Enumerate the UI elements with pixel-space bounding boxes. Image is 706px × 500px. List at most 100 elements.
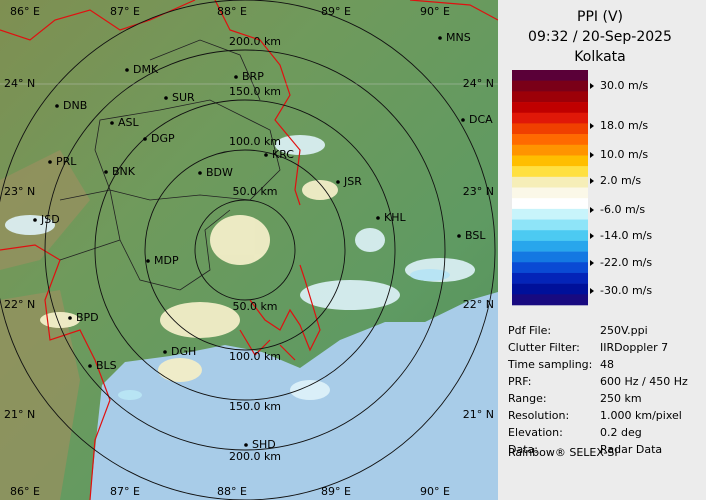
range-ring (0, 0, 496, 500)
info-key: Elevation: (508, 426, 563, 439)
legend-tick (590, 207, 594, 213)
legend-tick (590, 123, 594, 129)
city-label: DNB (63, 99, 87, 112)
city-label: KHL (384, 211, 406, 224)
range-ring (94, 99, 396, 401)
city-marker (48, 160, 52, 164)
city-label: KRC (272, 148, 294, 161)
city-marker (68, 316, 72, 320)
city-marker (110, 121, 114, 125)
legend-label: 30.0 m/s (600, 79, 648, 92)
lon-label: 87° E (110, 5, 140, 18)
city-label: DCA (469, 113, 493, 126)
range-label: 200.0 km (229, 450, 281, 463)
city-label: BRP (242, 70, 264, 83)
range-label: 150.0 km (229, 85, 281, 98)
color-band (512, 208, 588, 220)
legend-tick (590, 288, 594, 294)
city-label: ASL (118, 116, 140, 129)
legend-label: -14.0 m/s (600, 229, 652, 242)
range-rings (0, 0, 498, 500)
range-label: 100.0 km (229, 135, 281, 148)
color-band (512, 251, 588, 263)
info-value: 0.2 deg (600, 426, 642, 439)
city-marker (264, 153, 268, 157)
lon-label: 88° E (217, 485, 247, 498)
map: 86° E 86° E 87° E 87° E 88° E 88° E 89° E 89° E… (0, 0, 498, 500)
color-band (512, 123, 588, 135)
city-marker (163, 350, 167, 354)
color-band (512, 240, 588, 252)
color-band (512, 102, 588, 114)
city-marker (376, 216, 380, 220)
color-band (512, 294, 588, 306)
lon-label: 86° E (10, 485, 40, 498)
info-value: 250 km (600, 392, 642, 405)
info-key: Clutter Filter: (508, 341, 580, 354)
city-marker (125, 68, 129, 72)
lat-label: 23° N (4, 185, 35, 198)
info-key: Data: (508, 443, 538, 456)
color-band (512, 272, 588, 284)
city-label: BLS (96, 359, 117, 372)
legend-label: 18.0 m/s (600, 119, 648, 132)
city-marker (457, 234, 461, 238)
lon-label: 88° E (217, 5, 247, 18)
color-band (512, 219, 588, 231)
legend-tick (590, 233, 594, 239)
city-label: BSL (465, 229, 486, 242)
city-label: SUR (172, 91, 195, 104)
city-marker (146, 259, 150, 263)
datetime: 09:32 / 20-Sep-2025 (528, 29, 672, 45)
echo-blue (118, 269, 450, 400)
range-ring (144, 149, 346, 351)
city-label: DMK (133, 63, 159, 76)
color-band (512, 144, 588, 156)
info-key: Resolution: (508, 409, 569, 422)
city-marker (164, 96, 168, 100)
color-band (512, 166, 588, 178)
range-label: 100.0 km (229, 350, 281, 363)
info-value: Radar Data (600, 443, 662, 456)
info-value: 1.000 km/pixel (600, 409, 682, 422)
range-label: 50.0 km (232, 185, 277, 198)
city-marker (143, 137, 147, 141)
site-name: Kolkata (574, 49, 625, 65)
city-label: JSD (40, 213, 60, 226)
legend-label: -30.0 m/s (600, 284, 652, 297)
city-label: MNS (446, 31, 471, 44)
lon-label: 89° E (321, 485, 351, 498)
lat-label: 21° N (463, 408, 494, 421)
info-value: IIRDoppler 7 (600, 341, 668, 354)
city-marker (55, 104, 59, 108)
city-label: MDP (154, 254, 179, 267)
range-label: 50.0 km (232, 300, 277, 313)
color-band (512, 176, 588, 188)
lat-label: 23° N (463, 185, 494, 198)
color-band (512, 155, 588, 167)
legend-tick (590, 152, 594, 158)
legend-label: 10.0 m/s (600, 148, 648, 161)
city-marker (104, 170, 108, 174)
city-marker (336, 180, 340, 184)
color-band (512, 187, 588, 199)
lat-label: 21° N (4, 408, 35, 421)
info-key: PRF: (508, 375, 531, 388)
legend-tick (590, 83, 594, 89)
city-marker (244, 443, 248, 447)
legend-tick (590, 260, 594, 266)
color-band (512, 134, 588, 146)
info-key: Pdf File: (508, 324, 551, 337)
city-label: SHD (252, 438, 276, 451)
range-label: 200.0 km (229, 35, 281, 48)
info-key: Time sampling: (507, 358, 592, 371)
lat-label: 24° N (4, 77, 35, 90)
lon-label: 90° E (420, 485, 450, 498)
range-ring (44, 49, 446, 451)
color-band (512, 80, 588, 92)
lat-label: 22° N (4, 298, 35, 311)
city-marker (88, 364, 92, 368)
panel-title: PPI (V) (577, 9, 623, 25)
city-label: DGP (151, 132, 175, 145)
color-band (512, 198, 588, 210)
